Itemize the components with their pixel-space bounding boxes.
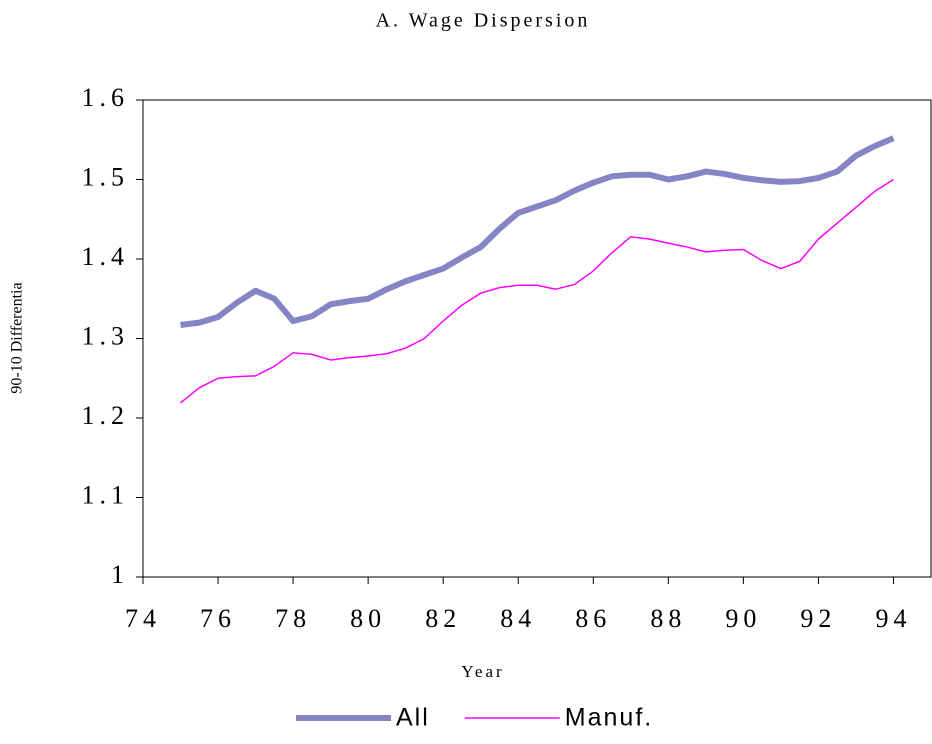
y-tick-label: 1.1 [82,480,130,509]
y-tick-label: 1 [111,560,129,589]
y-tick-label: 1.2 [82,401,130,430]
x-axis-label: Year [461,662,504,681]
x-tick-label: 76 [200,604,236,633]
line-series [180,135,895,328]
x-tick-label: 86 [575,604,611,633]
legend-label: All [396,704,430,732]
y-tick-label: 1.4 [82,242,130,271]
y-tick-label: 1.5 [82,162,130,191]
x-tick-label: 80 [350,604,386,633]
x-tick-label: 84 [500,604,536,633]
line-series [180,178,894,404]
chart-title: A. Wage Dispersion [376,10,591,32]
x-tick-label: 94 [875,604,911,633]
x-tick-label: 78 [275,604,311,633]
plot-frame [142,99,932,578]
y-tick-label: 1.3 [82,321,130,350]
x-tick-label: 90 [725,604,761,633]
x-tick-label: 88 [650,604,686,633]
x-tick-label: 74 [125,604,161,633]
x-tick-label: 92 [800,604,836,633]
legend-label: Manuf. [565,704,653,732]
y-tick-label: 1.6 [82,83,130,112]
x-tick-label: 82 [425,604,461,633]
y-axis-label: 90-10 Differentia [9,282,26,393]
